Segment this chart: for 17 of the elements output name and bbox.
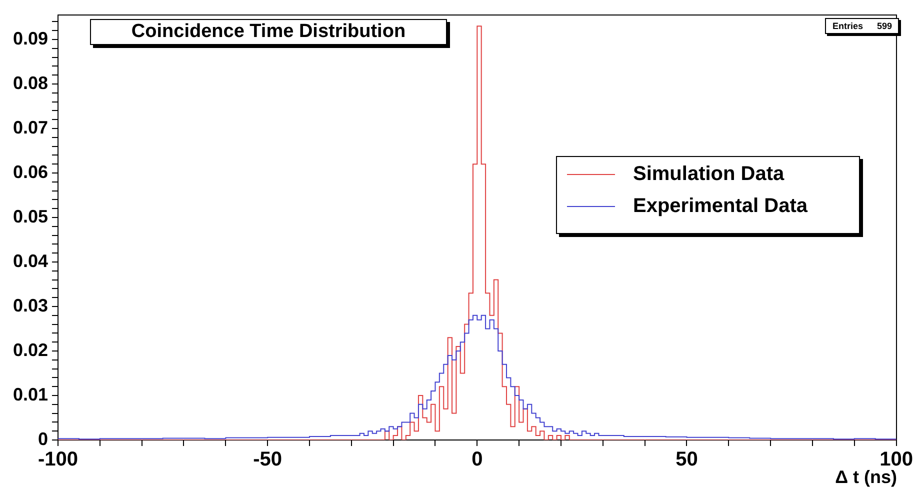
x-tick-label: -100 [38,448,78,471]
text: Entries 599 [832,21,892,31]
y-tick-label: 0.05 [12,206,48,226]
x-tick-label: -50 [253,448,282,471]
y-tick-label: 0.08 [12,72,48,93]
legend-label: Experimental Data [633,195,808,218]
y-tick-label: 0 [38,428,48,449]
x-tick-label: 0 [472,448,483,471]
y-tick-label: 0.09 [12,28,48,48]
x-tick-label: 50 [676,448,698,471]
y-tick-label: 0.01 [12,384,48,404]
y-tick-label: 0.07 [12,117,48,138]
y-tick-label: 0.06 [12,162,48,182]
y-tick-label: 0.03 [12,295,48,316]
legend-label: Simulation Data [633,163,784,186]
y-tick-label: 0.02 [12,340,48,360]
y-tick-label: 0.04 [12,250,48,271]
